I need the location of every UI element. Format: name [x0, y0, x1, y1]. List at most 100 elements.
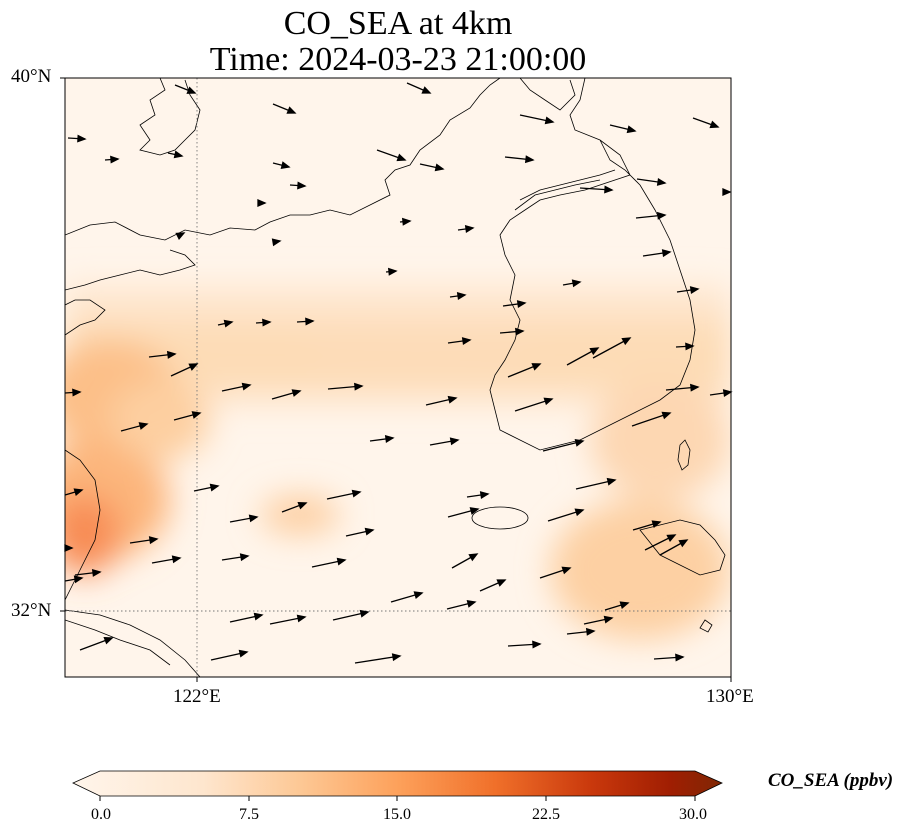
wind-arrow-head	[524, 155, 535, 164]
wind-arrow-head	[603, 615, 614, 624]
wind-arrow-head	[291, 389, 302, 397]
wind-arrow-head	[516, 300, 527, 308]
wind-arrow-head	[626, 125, 637, 134]
wind-arrow-head	[262, 318, 272, 327]
concentration-field	[65, 78, 731, 677]
colorbar-tick-22-5: 22.5	[532, 806, 560, 823]
wind-arrow-head	[257, 199, 267, 207]
wind-arrow-head	[173, 150, 184, 159]
wind-arrow-head	[543, 397, 554, 406]
wind-arrow-head	[297, 501, 308, 510]
wind-arrow-head	[186, 86, 197, 94]
wind-arrow-head	[280, 161, 291, 170]
wind-arrow-head	[175, 232, 186, 240]
wind-arrow-head	[571, 279, 582, 288]
wind-arrow-head	[239, 553, 250, 562]
wind-arrow-head	[722, 389, 733, 398]
wind-arrow-head	[469, 507, 480, 515]
wind-arrow-head	[661, 411, 672, 420]
wind-arrow-head	[396, 153, 407, 162]
lat-tick-32n: 32°N	[11, 600, 52, 621]
colorbar-tick-0: 0.0	[91, 806, 111, 823]
wind-arrow-head	[447, 395, 458, 404]
wind-arrow-head	[391, 653, 402, 662]
wind-arrow-head	[466, 599, 477, 608]
wind-arrow-head	[661, 249, 672, 258]
wind-arrow-head	[666, 534, 677, 542]
wind-arrow-head	[166, 350, 177, 359]
wind-arrow-head	[574, 438, 585, 447]
wind-arrow-head	[148, 536, 159, 545]
wind-arrow-head	[413, 591, 424, 599]
wind-arrow-head	[656, 211, 667, 220]
wind-arrow-head	[359, 609, 370, 618]
wind-arrow-head	[709, 120, 720, 129]
wind-arrow-head	[461, 337, 472, 345]
wind-arrow-head	[621, 337, 632, 346]
wind-arrow-head	[241, 382, 252, 391]
wind-arrow-head	[449, 437, 460, 446]
title-line-2: Time: 2024-03-23 21:00:00	[209, 41, 587, 78]
wind-arrow-head	[238, 649, 249, 658]
colorbar-tick-30: 30.0	[679, 806, 707, 823]
wind-arrow-head	[72, 388, 82, 397]
wind-arrow-head	[479, 491, 490, 500]
wind-arrow-head	[656, 177, 667, 186]
lat-tick-40n: 40°N	[11, 66, 52, 87]
wind-arrow-head	[271, 238, 282, 247]
lat-ticks	[60, 77, 65, 612]
wind-arrow-head	[468, 553, 479, 562]
wind-arrow-head	[421, 86, 432, 94]
wind-arrow-head	[305, 317, 315, 326]
wind-arrow-head	[110, 155, 120, 164]
colorbar-tick-15: 15.0	[383, 806, 411, 823]
wind-arrow-head	[73, 575, 84, 584]
wind-arrow-head	[91, 568, 102, 577]
wind-arrow-head	[619, 601, 630, 610]
wind-arrow-head	[675, 653, 685, 662]
wind-arrow-head	[188, 363, 199, 371]
wind-arrow-head	[690, 383, 700, 392]
colorbar-tick-7-5: 7.5	[239, 806, 259, 823]
map-frame	[64, 77, 732, 678]
colorbar	[72, 770, 723, 801]
wind-arrow-head	[689, 286, 700, 295]
wind-arrow-head	[171, 555, 182, 564]
wind-arrow-head	[574, 508, 585, 517]
wind-arrow-head	[531, 363, 542, 371]
wind-arrow-head	[685, 342, 695, 351]
wind-arrow-head	[401, 217, 412, 226]
wind-arrow-head	[464, 225, 475, 233]
wind-arrow-head	[223, 319, 234, 328]
wind-arrow-head	[351, 489, 362, 498]
wind-arrow-head	[191, 411, 202, 419]
wind-arrow-head	[722, 188, 732, 196]
wind-arrow-head	[434, 163, 445, 172]
wind-arrow-head	[354, 382, 364, 391]
wind-arrow-head	[103, 636, 114, 645]
gridlines	[65, 78, 731, 677]
wind-arrow-head	[73, 488, 84, 496]
wind-arrow-head	[585, 627, 596, 636]
wind-arrow-head	[606, 477, 617, 486]
wind-arrow-head	[77, 134, 87, 143]
wind-arrow-head	[456, 292, 467, 300]
wind-arrow-head	[209, 483, 220, 492]
lon-ticks	[196, 677, 732, 682]
wind-arrow-head	[297, 181, 307, 190]
title-line-1: CO_SEA at 4km	[283, 5, 513, 42]
wind-arrow-head	[138, 422, 149, 430]
wind-arrow-head	[515, 327, 525, 336]
wind-arrow-head	[561, 566, 572, 575]
wind-arrow-head	[384, 435, 395, 443]
lon-tick-130e: 130°E	[706, 686, 754, 707]
colorbar-label: CO_SEA (ppbv)	[768, 770, 894, 791]
wind-arrow-head	[364, 527, 375, 536]
coastlines	[65, 78, 726, 677]
wind-arrow-head	[532, 640, 542, 649]
wind-arrow-head	[678, 539, 689, 548]
wind-arrow-head	[496, 579, 507, 587]
wind-arrow-head	[336, 557, 347, 566]
wind-arrow-head	[589, 347, 600, 356]
